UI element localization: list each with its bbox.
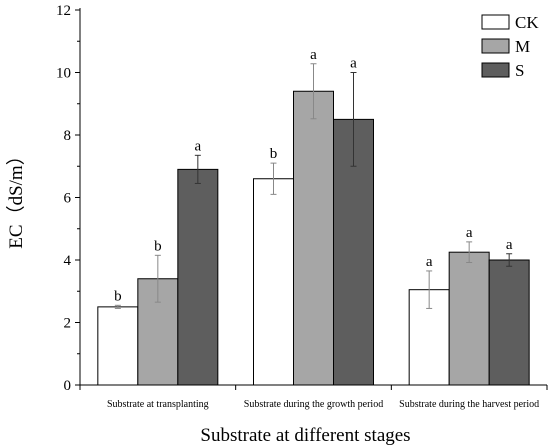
bar-ck-0 [97,306,139,386]
significance-label-m-0: b [154,238,162,254]
y-axis-title: EC（dS/m） [5,146,27,248]
error-bar-s-2 [506,253,513,267]
x-axis-title: Substrate at different stages [200,425,410,446]
error-bar-ck-0 [114,304,121,309]
significance-label-s-1: a [350,56,357,72]
significance-labels-layer: b b a b a a a a a [114,47,513,305]
legend-label-s: S [515,61,524,80]
significance-label-s-2: a [506,237,513,253]
error-bar-s-0 [194,154,201,184]
significance-label-m-2: a [466,225,473,241]
bar-s-2 [488,259,530,386]
bar-m-2 [448,251,490,386]
legend-item-m: M [481,37,530,56]
category-label-2: Substrate during the harvest period [399,399,539,410]
significance-label-m-1: a [310,47,317,63]
ticks-layer: 0 2 4 6 8 10 12 [56,3,548,394]
significance-label-s-0: a [194,138,201,154]
significance-label-ck-0: b [114,288,122,304]
y-tick-label-8: 8 [64,128,72,144]
bars-layer [97,90,530,386]
legend: CK MS [481,13,539,80]
category-label-0: Substrate at transplanting [107,399,209,410]
y-tick-label-4: 4 [64,253,72,269]
bar-ck-1 [253,178,294,386]
bar-m-1 [293,90,334,386]
legend-swatch-m [481,38,510,54]
legend-item-ck: CK [481,13,539,32]
bar-s-0 [177,168,219,386]
error-bar-m-0 [154,254,161,303]
legend-label-ck: CK [515,13,539,32]
significance-label-ck-1: b [270,146,278,162]
legend-label-m: M [515,37,530,56]
error-bar-ck-2 [426,270,433,309]
significance-label-ck-2: a [426,254,433,270]
legend-item-s: S [481,61,524,80]
error-bar-ck-1 [270,162,277,195]
error-bar-s-1 [350,72,357,167]
y-tick-label-10: 10 [56,66,71,82]
y-tick-label-2: 2 [64,316,72,332]
legend-swatch-ck [481,14,510,30]
category-label-1: Substrate during the growth period [244,399,383,410]
error-bar-m-1 [310,63,317,120]
error-bar-m-2 [466,241,473,263]
y-tick-label-0: 0 [64,378,72,394]
y-tick-label-12: 12 [56,3,71,19]
error-bars-layer [114,63,513,309]
legend-swatch-s [481,62,510,78]
category-labels-layer: Substrate at transplanting Substrate duri… [107,399,539,410]
y-tick-label-6: 6 [64,191,72,207]
